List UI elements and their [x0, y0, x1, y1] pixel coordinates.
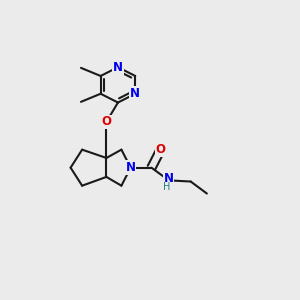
Text: N: N — [113, 61, 123, 74]
Text: H: H — [163, 182, 170, 192]
Text: O: O — [101, 116, 111, 128]
Text: N: N — [126, 161, 136, 174]
Text: O: O — [156, 143, 166, 156]
Text: N: N — [130, 87, 140, 100]
Text: N: N — [164, 172, 174, 185]
